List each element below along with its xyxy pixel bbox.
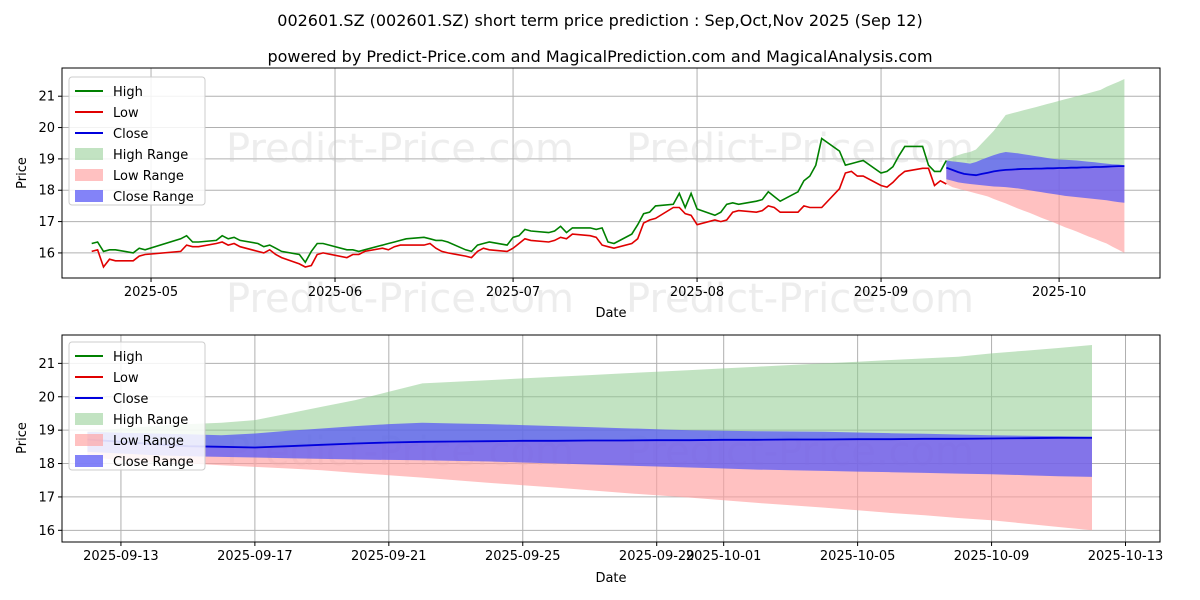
history-legend-label: High [113,85,143,100]
forecast-close-range-band [87,422,1092,477]
chart-title: 002601.SZ (002601.SZ) short term price p… [277,11,922,30]
history-ylabel: Price [15,157,30,189]
history-close-line [945,165,1125,177]
forecast-xtick-label: 2025-09-13 [83,549,159,564]
forecast-ytick-label: 21 [38,357,55,372]
history-series [91,79,1125,269]
history-watermark-2: Predict-Price.com [626,126,974,172]
history-ticks: 2025-05 2025-06 2025-07 2025-08 2025-09 2025-… [38,90,1086,300]
history-legend-label: Close Range [113,190,194,205]
history-xlabel: Date [595,306,626,321]
history-legend-swatch [75,148,103,160]
forecast-legend-label: High Range [113,413,188,428]
forecast-legend-label: Close [113,392,148,407]
history-legend-swatch [75,169,103,181]
history-high-range-band [946,79,1125,176]
history-watermark-4: Predict-Price.com [626,276,974,322]
history-panel: Predict-Price.com Predict-Price.com Pred… [15,67,1161,322]
history-xtick-label: 2025-09 [854,285,908,300]
history-xtick-label: 2025-08 [670,285,724,300]
forecast-xtick-label: 2025-09-21 [351,549,427,564]
forecast-xtick-label: 2025-09-17 [217,549,293,564]
history-plot-frame [61,67,1161,279]
history-ytick-label: 21 [38,90,55,105]
forecast-ytick-label: 16 [38,524,55,539]
chart-subtitle: powered by Predict-Price.com and Magical… [267,47,932,66]
history-legend-label: High Range [113,148,188,163]
forecast-legend-swatch [75,413,103,425]
history-legend-label: Low [113,106,139,121]
history-xtick-label: 2025-10 [1032,285,1086,300]
forecast-legend-label: Low Range [113,434,184,449]
history-legend-label: Low Range [113,169,184,184]
history-xtick-label: 2025-07 [486,285,540,300]
history-ytick-label: 16 [38,246,55,261]
forecast-high-range-band [87,345,1092,448]
forecast-plot-frame [61,334,1161,543]
history-ytick-label: 19 [38,152,55,167]
forecast-xtick-label: 2025-10-01 [686,549,762,564]
history-xtick-label: 2025-05 [124,285,178,300]
forecast-xtick-label: 2025-09-25 [485,549,561,564]
forecast-xtick-label: 2025-10-09 [954,549,1030,564]
history-ytick-label: 17 [38,215,55,230]
history-legend: High Low Close High Range Low Range Close Ran… [68,76,206,206]
forecast-legend-swatch [75,455,103,467]
forecast-ytick-label: 18 [38,457,55,472]
history-watermark-3: Predict-Price.com [226,276,574,322]
forecast-legend-swatch [75,434,103,446]
forecast-close-line [87,436,1092,449]
forecast-ytick-label: 19 [38,424,55,439]
forecast-xtick-label: 2025-10-05 [820,549,896,564]
forecast-legend-label: High [113,350,143,365]
forecast-xtick-label: 2025-09-29 [619,549,695,564]
history-watermark-1: Predict-Price.com [226,126,574,172]
forecast-panel: Predict-Price.com Predict-Price.com 2025… [15,334,1163,586]
forecast-legend-label: Low [113,371,139,386]
forecast-xlabel: Date [595,571,626,586]
history-legend-swatch [75,190,103,202]
forecast-ylabel: Price [15,422,30,454]
history-legend-label: Close [113,127,148,142]
forecast-ticks: 2025-09-13 2025-09-17 2025-09-21 2025-09-25… [38,357,1163,564]
forecast-legend: High Low Close High Range Low Range Close Ran… [68,341,206,471]
history-xtick-label: 2025-06 [308,285,362,300]
forecast-ytick-label: 20 [38,390,55,405]
history-close-range-band [946,152,1125,203]
history-low-line [91,167,947,269]
forecast-xtick-label: 2025-10-13 [1088,549,1164,564]
history-ytick-label: 20 [38,121,55,136]
forecast-series [87,345,1092,531]
forecast-legend-label: Close Range [113,455,194,470]
forecast-ytick-label: 17 [38,490,55,505]
history-ytick-label: 18 [38,184,55,199]
history-high-line [91,137,948,264]
